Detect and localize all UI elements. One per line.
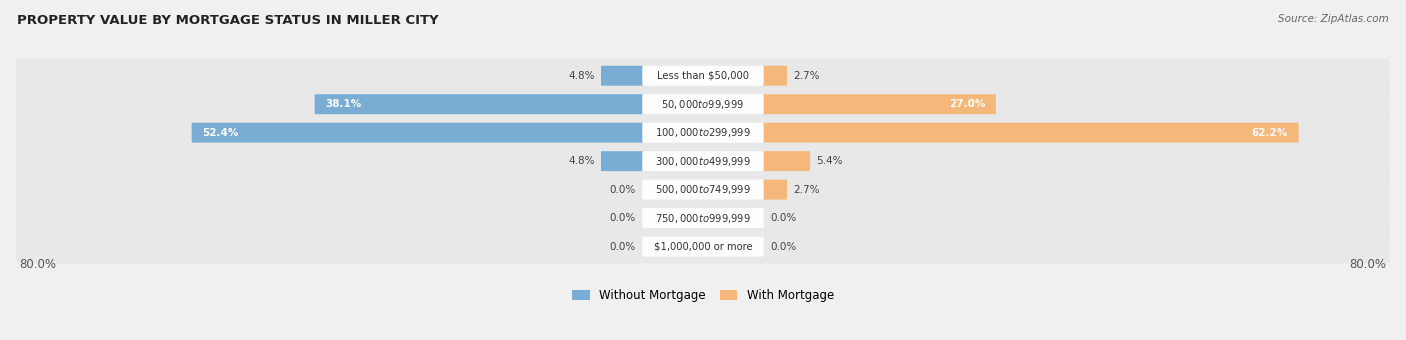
FancyBboxPatch shape [17, 116, 1389, 150]
FancyBboxPatch shape [643, 66, 763, 86]
FancyBboxPatch shape [17, 173, 1389, 206]
Text: 0.0%: 0.0% [610, 242, 636, 252]
Text: $1,000,000 or more: $1,000,000 or more [654, 242, 752, 252]
FancyBboxPatch shape [17, 59, 1389, 92]
Text: 0.0%: 0.0% [610, 213, 636, 223]
FancyBboxPatch shape [643, 94, 763, 114]
Text: Less than $50,000: Less than $50,000 [657, 71, 749, 81]
Text: 4.8%: 4.8% [568, 71, 595, 81]
Text: 38.1%: 38.1% [325, 99, 361, 109]
Text: $300,000 to $499,999: $300,000 to $499,999 [655, 155, 751, 168]
Text: $50,000 to $99,999: $50,000 to $99,999 [661, 98, 745, 111]
FancyBboxPatch shape [762, 94, 995, 114]
Text: PROPERTY VALUE BY MORTGAGE STATUS IN MILLER CITY: PROPERTY VALUE BY MORTGAGE STATUS IN MIL… [17, 14, 439, 27]
Legend: Without Mortgage, With Mortgage: Without Mortgage, With Mortgage [567, 285, 839, 307]
Text: 0.0%: 0.0% [770, 242, 796, 252]
FancyBboxPatch shape [17, 230, 1389, 264]
FancyBboxPatch shape [643, 123, 763, 143]
Text: 4.8%: 4.8% [568, 156, 595, 166]
FancyBboxPatch shape [762, 66, 787, 86]
Text: 27.0%: 27.0% [949, 99, 986, 109]
Text: 5.4%: 5.4% [817, 156, 844, 166]
FancyBboxPatch shape [643, 208, 763, 228]
FancyBboxPatch shape [17, 144, 1389, 178]
FancyBboxPatch shape [762, 123, 1299, 143]
Text: 52.4%: 52.4% [202, 128, 239, 138]
Text: 2.7%: 2.7% [793, 185, 820, 194]
FancyBboxPatch shape [17, 201, 1389, 235]
Text: $100,000 to $299,999: $100,000 to $299,999 [655, 126, 751, 139]
Text: $750,000 to $999,999: $750,000 to $999,999 [655, 211, 751, 225]
FancyBboxPatch shape [17, 87, 1389, 121]
FancyBboxPatch shape [643, 180, 763, 200]
FancyBboxPatch shape [762, 180, 787, 200]
Text: $500,000 to $749,999: $500,000 to $749,999 [655, 183, 751, 196]
FancyBboxPatch shape [600, 66, 644, 86]
FancyBboxPatch shape [600, 151, 644, 171]
Text: 80.0%: 80.0% [1350, 258, 1386, 271]
Text: 0.0%: 0.0% [770, 213, 796, 223]
FancyBboxPatch shape [643, 151, 763, 171]
Text: Source: ZipAtlas.com: Source: ZipAtlas.com [1278, 14, 1389, 23]
Text: 80.0%: 80.0% [20, 258, 56, 271]
FancyBboxPatch shape [191, 123, 644, 143]
Text: 2.7%: 2.7% [793, 71, 820, 81]
Text: 62.2%: 62.2% [1251, 128, 1288, 138]
FancyBboxPatch shape [315, 94, 644, 114]
FancyBboxPatch shape [762, 151, 810, 171]
FancyBboxPatch shape [643, 237, 763, 257]
Text: 0.0%: 0.0% [610, 185, 636, 194]
